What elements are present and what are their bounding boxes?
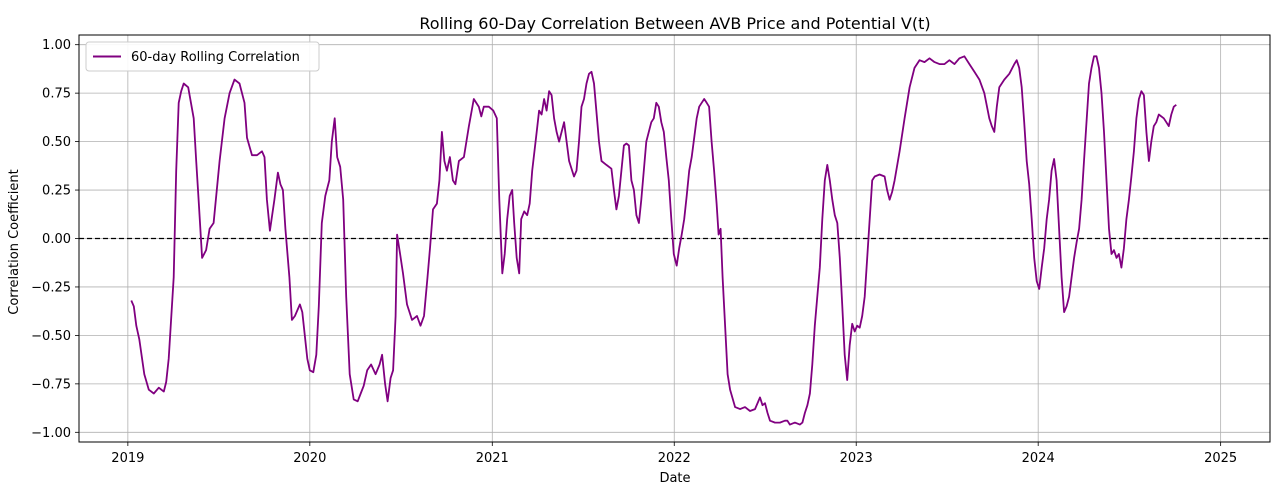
y-axis-ticks: −1.00 −0.75 −0.50 −0.25 0.00 0.25 0.50 0.75 1.00 (31, 38, 79, 441)
y-tick-label: 0.25 (42, 184, 71, 199)
y-tick-label: 0.50 (42, 135, 71, 150)
x-tick-label: 2024 (1022, 451, 1055, 466)
x-tick-label: 2020 (293, 451, 326, 466)
y-tick-label: −1.00 (31, 426, 71, 441)
grid-lines (79, 35, 1270, 442)
y-tick-label: 1.00 (42, 38, 71, 53)
y-tick-label: −0.75 (31, 377, 71, 392)
x-axis-ticks: 2019 2020 2021 2022 2023 2024 2025 (111, 442, 1237, 466)
x-tick-label: 2023 (840, 451, 873, 466)
x-tick-label: 2025 (1204, 451, 1237, 466)
legend: 60-day Rolling Correlation (85, 41, 320, 72)
x-axis-title: Date (659, 471, 690, 486)
y-tick-label: 0.00 (42, 232, 71, 247)
x-tick-label: 2019 (111, 451, 144, 466)
y-tick-label: 0.75 (42, 87, 71, 102)
x-tick-label: 2022 (658, 451, 691, 466)
legend-box (85, 41, 320, 72)
y-axis-title: Correlation Coefficient (7, 169, 22, 315)
series-line-rolling-correlation (130, 55, 1177, 426)
y-tick-label: −0.25 (31, 280, 71, 295)
legend-label: 60-day Rolling Correlation (131, 50, 300, 65)
y-tick-label: −0.50 (31, 329, 71, 344)
x-tick-label: 2021 (476, 451, 509, 466)
chart-title: Rolling 60-Day Correlation Between AVB P… (419, 14, 930, 33)
series-layer (130, 55, 1177, 426)
